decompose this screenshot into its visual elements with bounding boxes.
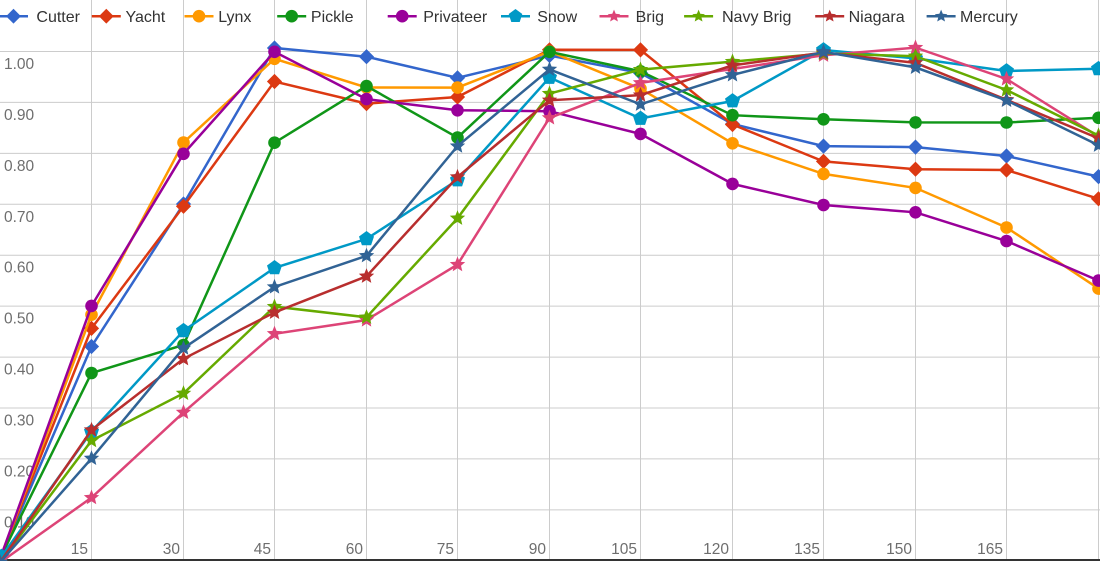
svg-text:135: 135 <box>794 541 820 558</box>
svg-text:Cutter: Cutter <box>36 9 80 26</box>
svg-text:90: 90 <box>529 541 547 558</box>
svg-text:Snow: Snow <box>537 9 577 26</box>
svg-text:15: 15 <box>71 541 88 558</box>
svg-text:0.20: 0.20 <box>4 463 35 480</box>
svg-text:0.60: 0.60 <box>4 260 35 277</box>
svg-text:0.40: 0.40 <box>4 362 35 379</box>
svg-text:Lynx: Lynx <box>218 9 251 26</box>
svg-text:Navy Brig: Navy Brig <box>722 9 791 26</box>
svg-text:0.70: 0.70 <box>4 209 35 226</box>
svg-text:0.90: 0.90 <box>4 107 35 124</box>
svg-text:45: 45 <box>254 541 271 558</box>
svg-text:Privateer: Privateer <box>423 9 488 26</box>
svg-text:Niagara: Niagara <box>849 9 905 26</box>
svg-text:Yacht: Yacht <box>126 9 166 26</box>
svg-text:Pickle: Pickle <box>311 9 354 26</box>
svg-text:0.50: 0.50 <box>4 311 35 328</box>
svg-text:1.00: 1.00 <box>4 56 35 73</box>
svg-text:0.30: 0.30 <box>4 413 35 430</box>
svg-text:165: 165 <box>977 541 1003 558</box>
svg-text:Mercury: Mercury <box>960 9 1018 26</box>
svg-text:Brig: Brig <box>636 9 664 26</box>
svg-text:105: 105 <box>611 541 637 558</box>
svg-text:120: 120 <box>703 541 729 558</box>
svg-text:60: 60 <box>346 541 364 558</box>
svg-text:0.80: 0.80 <box>4 158 35 175</box>
svg-text:75: 75 <box>437 541 454 558</box>
svg-text:30: 30 <box>163 541 181 558</box>
svg-text:150: 150 <box>886 541 912 558</box>
